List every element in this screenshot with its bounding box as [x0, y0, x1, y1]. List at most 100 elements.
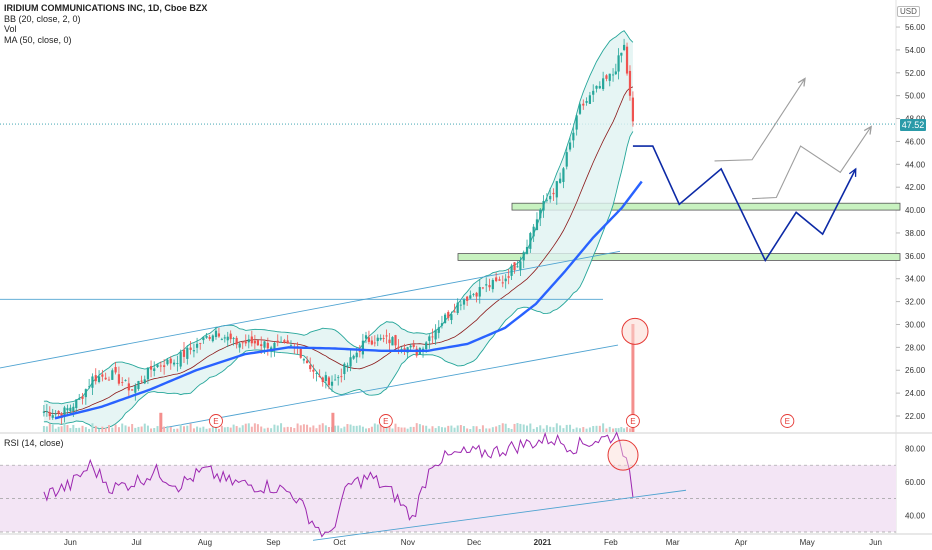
candle	[166, 357, 169, 366]
x-tick-label: Aug	[198, 538, 212, 547]
candle-body	[111, 370, 114, 380]
volume-bar	[495, 426, 498, 432]
y-tick-label: 54.00	[905, 46, 926, 55]
candle-body	[532, 226, 535, 237]
candle	[434, 324, 437, 345]
volume-bar	[569, 424, 572, 432]
rsi-tick-label: 40.00	[905, 511, 926, 520]
candle-body	[214, 330, 218, 338]
candle	[315, 371, 318, 382]
volume-bar	[223, 427, 226, 432]
volume-bar	[367, 428, 370, 432]
volume-bar	[422, 425, 425, 432]
candle	[611, 68, 615, 82]
candle-body	[535, 219, 539, 231]
candle	[143, 375, 146, 385]
candle-body	[286, 340, 289, 344]
candle-body	[545, 199, 548, 201]
volume-bar	[469, 428, 472, 432]
candle-body	[69, 407, 72, 412]
volume-bar	[397, 426, 400, 432]
volume-bar	[522, 424, 525, 432]
candle	[361, 333, 365, 359]
candle-body	[592, 90, 595, 95]
candle-body	[501, 282, 504, 284]
earnings-marker-label: E	[213, 417, 218, 426]
chart-legend: IRIDIUM COMMUNICATIONS INC, 1D, Cboe BZX…	[4, 3, 207, 45]
candle	[305, 355, 309, 364]
candle	[42, 404, 46, 417]
x-tick-label: Sep	[266, 538, 281, 547]
candle-body	[498, 279, 501, 281]
candle	[370, 336, 373, 346]
candle	[382, 334, 385, 343]
candle	[75, 399, 78, 412]
volume-bar	[466, 428, 469, 432]
candle-body	[146, 367, 150, 380]
volume-bar	[66, 425, 69, 432]
candle	[172, 359, 176, 367]
candle	[535, 212, 539, 231]
candle-body	[140, 380, 143, 382]
candle-body	[88, 386, 91, 388]
candle-body	[491, 280, 494, 290]
candle-body	[588, 95, 591, 104]
candle	[117, 366, 121, 386]
volume-bar	[72, 424, 75, 432]
candle	[358, 344, 361, 358]
candle-body	[318, 375, 321, 377]
volume-bar	[244, 423, 247, 432]
volume-bar	[186, 425, 189, 432]
volume-highlight-circle	[621, 317, 649, 345]
candle-body	[343, 363, 346, 375]
volume-bar	[114, 424, 117, 432]
candle	[256, 340, 259, 346]
candle-body	[195, 343, 199, 348]
volume-bar	[211, 424, 214, 432]
rsi-legend: RSI (14, close)	[4, 438, 64, 448]
volume-bar	[150, 428, 153, 432]
candle	[440, 315, 444, 329]
symbol-title: IRIDIUM COMMUNICATIONS INC, 1D, Cboe BZX	[4, 3, 208, 13]
volume-bar	[478, 428, 481, 432]
x-tick-label: Mar	[666, 538, 680, 547]
volume-bar	[545, 425, 548, 432]
candle	[179, 349, 182, 370]
candle	[220, 337, 223, 341]
candle	[334, 374, 337, 381]
volume-bar	[232, 424, 235, 432]
candle-body	[542, 200, 545, 211]
candle-body	[250, 336, 253, 344]
candle	[127, 377, 130, 398]
volume-bar	[143, 423, 146, 432]
volume-bar	[572, 428, 575, 432]
volume-bar	[235, 426, 238, 432]
y-tick-label: 24.00	[905, 389, 926, 398]
volume-bar	[276, 425, 279, 432]
candle-body	[453, 311, 456, 313]
volume-bar	[253, 423, 256, 432]
candle	[195, 337, 199, 354]
candle	[104, 372, 107, 381]
rsi-tick-label: 60.00	[905, 478, 926, 487]
candle-body	[114, 367, 117, 373]
candle-body	[91, 376, 94, 388]
candle-body	[101, 374, 104, 377]
volume-bar	[107, 425, 110, 432]
candle	[602, 71, 605, 92]
candle	[504, 274, 507, 289]
candle-body	[472, 294, 475, 295]
y-tick-label: 44.00	[905, 160, 926, 169]
candle-body	[104, 377, 107, 380]
volume-bar	[199, 427, 202, 432]
candle	[379, 334, 382, 341]
volume-bar	[406, 428, 409, 432]
candle	[131, 389, 134, 391]
candle-body	[124, 380, 127, 381]
candle	[391, 336, 394, 346]
volume-bar	[324, 425, 327, 432]
candle	[327, 375, 331, 390]
candle-body	[475, 292, 478, 297]
candle-body	[121, 382, 124, 383]
